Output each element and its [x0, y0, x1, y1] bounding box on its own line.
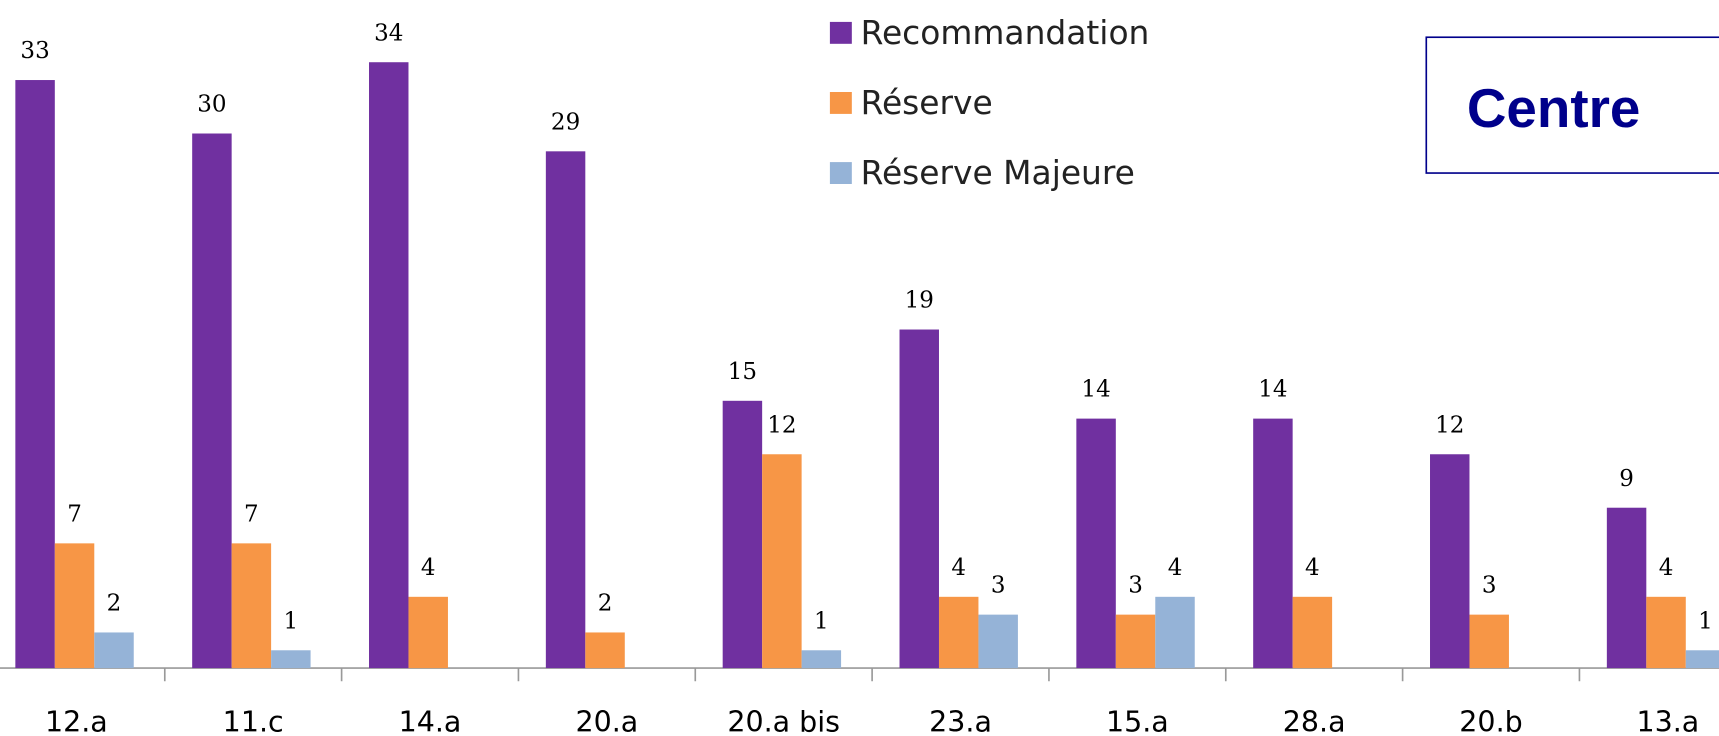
x-tick-label: 11.c — [223, 706, 284, 736]
value-label: 15 — [728, 359, 757, 385]
value-label: 4 — [1305, 555, 1320, 581]
title-box — [1425, 36, 1719, 174]
bar — [231, 543, 272, 669]
value-label: 4 — [1168, 555, 1183, 581]
bar — [1253, 418, 1293, 669]
legend-swatch — [829, 92, 852, 114]
bar — [585, 632, 625, 669]
value-label: 1 — [814, 608, 829, 634]
bar — [1606, 507, 1647, 669]
value-label: 34 — [374, 20, 403, 46]
x-tick-label: 15.a — [1106, 706, 1169, 736]
value-label: 2 — [107, 591, 122, 617]
bar — [1430, 454, 1470, 669]
value-label: 3 — [991, 573, 1006, 599]
legend-label: Réserve — [861, 83, 993, 122]
value-label: 30 — [197, 92, 226, 118]
value-label: 12 — [1435, 412, 1464, 438]
bar — [1685, 650, 1719, 669]
x-tick-label: 20.b — [1459, 706, 1522, 736]
bar — [192, 133, 232, 669]
bar — [1292, 596, 1333, 669]
value-label: 19 — [905, 288, 934, 314]
bar — [978, 614, 1018, 669]
bar — [1115, 614, 1156, 669]
bar — [545, 151, 586, 669]
bar — [1076, 418, 1116, 669]
bar — [1646, 596, 1686, 669]
value-label: 29 — [551, 109, 580, 135]
bar — [271, 650, 311, 669]
x-tick-label: 14.a — [399, 706, 462, 736]
x-tick-label: 23.a — [929, 706, 992, 736]
legend-swatch — [829, 162, 852, 184]
value-label: 4 — [1659, 555, 1674, 581]
value-label: 2 — [598, 591, 613, 617]
value-label: 4 — [951, 555, 966, 581]
x-tick-label: 28.a — [1283, 706, 1346, 736]
value-label: 12 — [767, 412, 796, 438]
legend-label: Recommandation — [861, 13, 1150, 52]
legend-swatch — [829, 21, 852, 44]
value-label: 14 — [1081, 377, 1110, 403]
bar — [369, 62, 409, 669]
bar — [94, 632, 134, 669]
value-label: 9 — [1619, 466, 1634, 492]
value-label: 7 — [67, 501, 82, 527]
value-label: 33 — [20, 38, 49, 64]
legend-label: Réserve Majeure — [861, 153, 1135, 192]
x-tick-label: 20.a — [575, 706, 638, 736]
bar — [762, 454, 802, 669]
value-label: 3 — [1128, 573, 1143, 599]
value-label: 4 — [421, 555, 436, 581]
value-label: 14 — [1258, 377, 1287, 403]
value-label: 1 — [1698, 608, 1713, 634]
x-tick-label: 20.a bis — [727, 706, 840, 736]
value-label: 1 — [284, 608, 299, 634]
x-tick-label: 12.a — [45, 706, 108, 736]
bar — [1155, 596, 1195, 669]
bar — [722, 400, 763, 669]
bar — [801, 650, 842, 669]
x-tick-label: 13.a — [1636, 706, 1699, 736]
bar — [15, 80, 55, 669]
bar — [408, 596, 448, 669]
bar — [938, 596, 979, 669]
bar — [54, 543, 95, 669]
bar — [1469, 614, 1509, 669]
bar — [899, 329, 939, 669]
chart-title: Centre — [1467, 77, 1641, 139]
value-label: 3 — [1482, 573, 1497, 599]
value-label: 7 — [244, 501, 259, 527]
